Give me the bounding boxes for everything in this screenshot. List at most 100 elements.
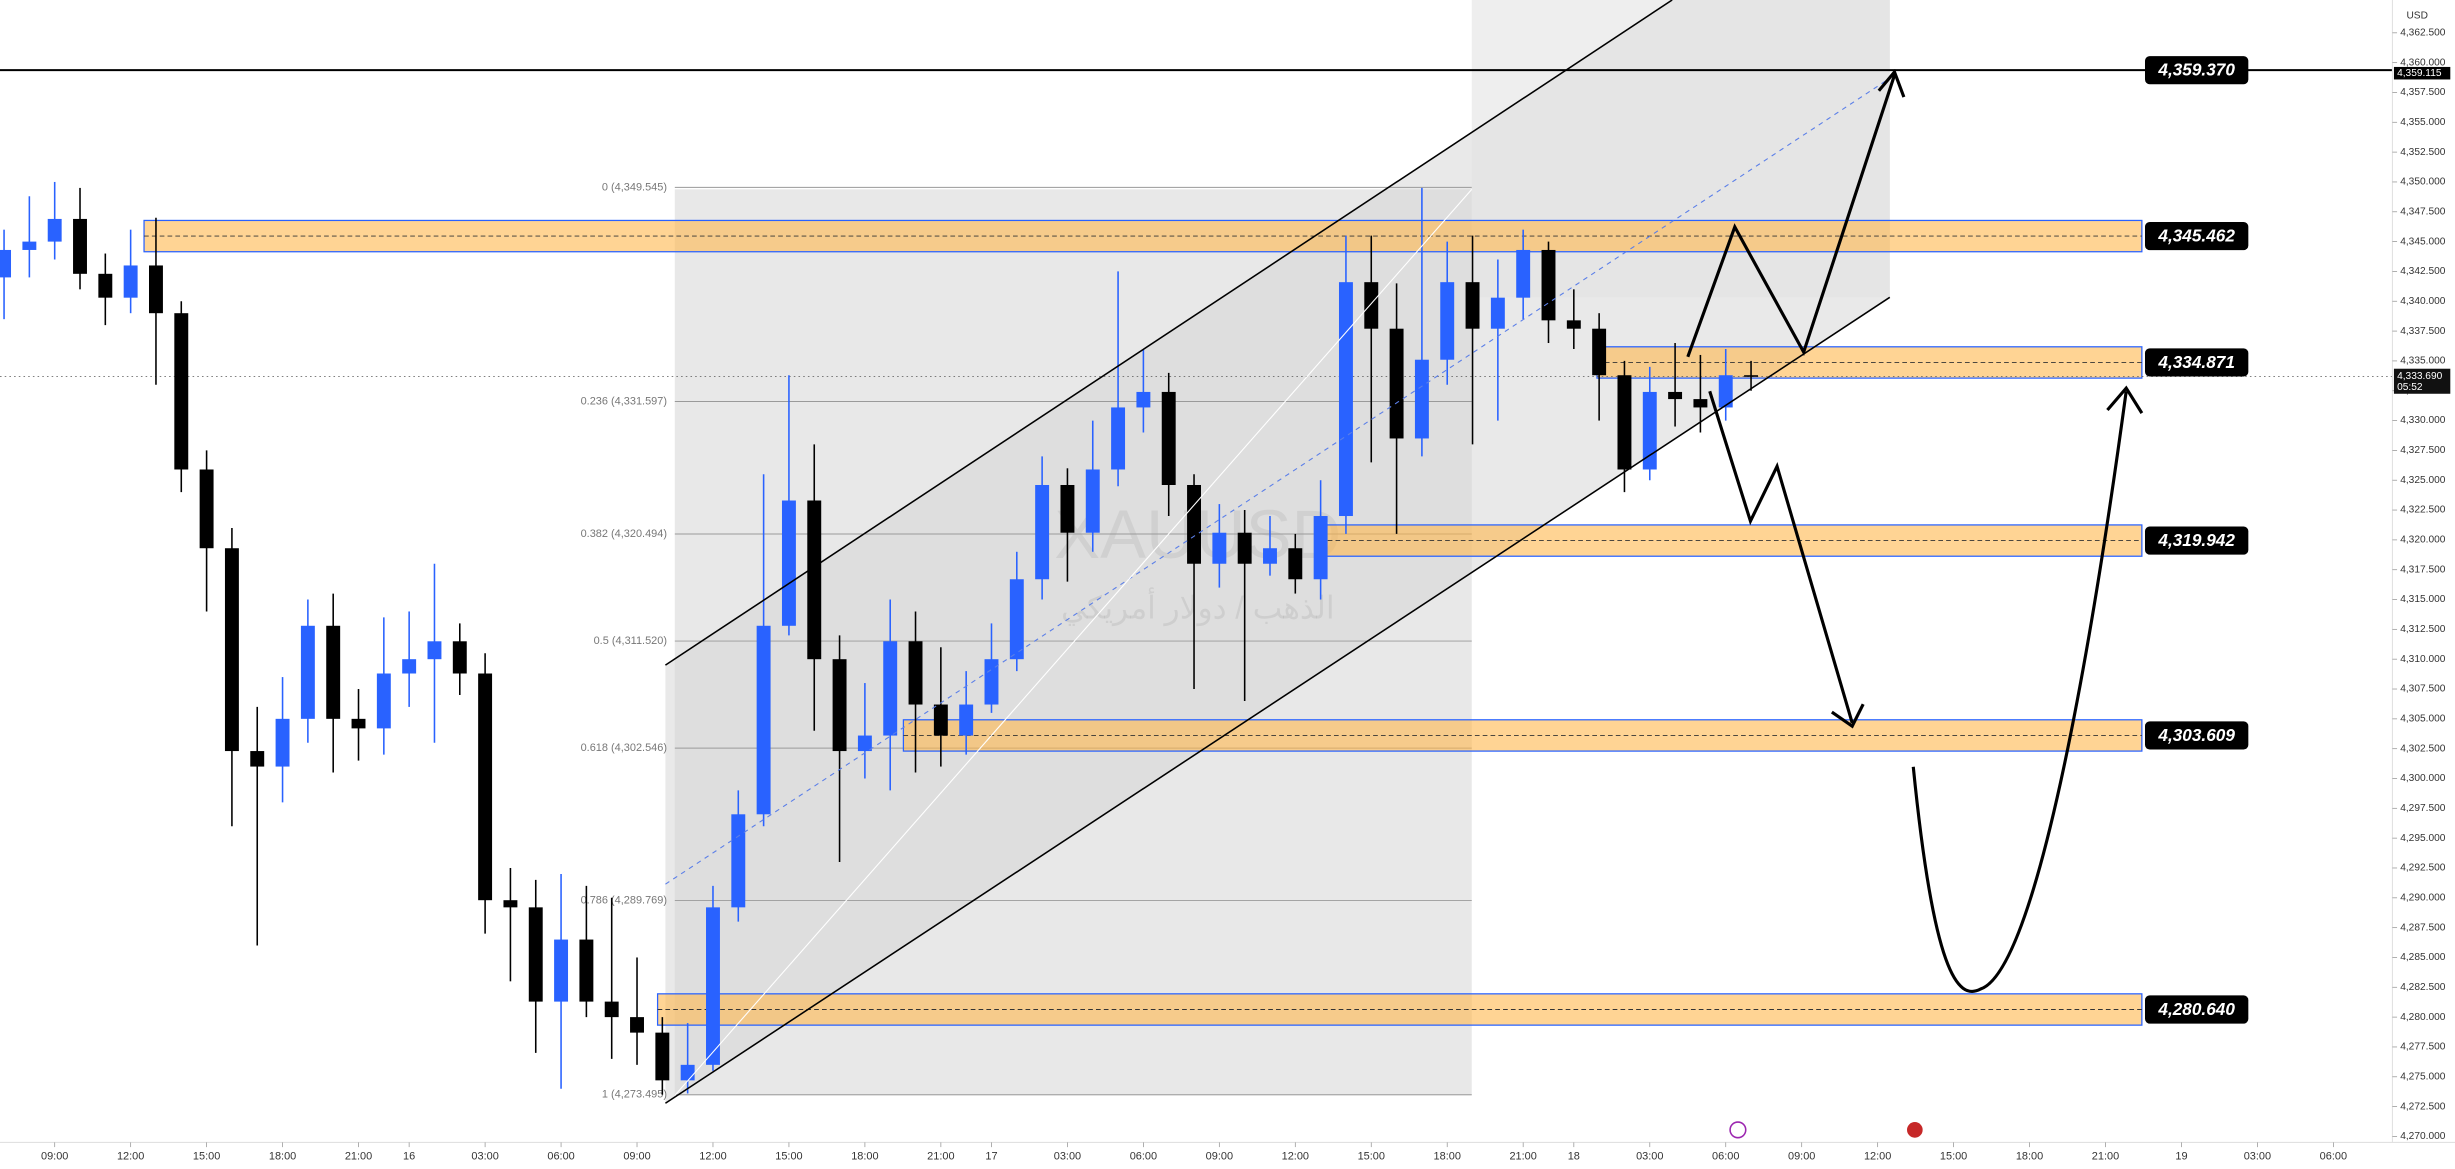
level-badge — [2144, 222, 2249, 251]
candle-body — [1187, 484, 1201, 564]
candle-body — [984, 659, 999, 705]
candle-body — [275, 718, 290, 767]
candle-body — [1566, 320, 1581, 329]
x-tick-label: 09:00 — [41, 1150, 68, 1162]
candle-body — [402, 659, 417, 674]
level-badge — [2144, 526, 2249, 555]
x-tick-label: 21:00 — [1509, 1150, 1536, 1162]
watermark-subtitle: الذهب / دولار أمريكي — [1061, 588, 1335, 627]
x-tick-label: 06:00 — [1712, 1150, 1739, 1162]
y-tick-label: 4,352.500 — [2400, 147, 2446, 158]
candle-body — [1642, 391, 1657, 470]
level-badge — [2144, 348, 2249, 377]
projection-shade — [1471, 0, 1890, 298]
x-tick-label: 16 — [403, 1150, 415, 1162]
candle-body — [1060, 484, 1075, 533]
y-tick-label: 4,362.500 — [2400, 27, 2446, 38]
x-tick-label: 15:00 — [1940, 1150, 1967, 1162]
candle-body — [47, 218, 62, 242]
zones — [0, 69, 2393, 1026]
candle-body — [1414, 359, 1429, 439]
y-tick-label: 4,305.000 — [2400, 714, 2446, 725]
candle-body — [1617, 375, 1632, 470]
x-tick-label: 18 — [1568, 1150, 1580, 1162]
candle-body — [376, 673, 391, 729]
level-label: 4,359.370 — [2157, 59, 2235, 79]
candle-body — [857, 735, 872, 752]
arrow-up — [1686, 74, 1896, 358]
x-tick-label: 18:00 — [269, 1150, 296, 1162]
candle-body — [1136, 391, 1151, 408]
candle-body — [1161, 391, 1176, 485]
arrowhead — [1830, 703, 1865, 729]
y-tick-label: 4,345.000 — [2400, 236, 2446, 247]
y-tick-label: 4,360.000 — [2400, 57, 2446, 68]
arrow-down — [1708, 390, 1854, 724]
candle-body — [1288, 548, 1303, 580]
level-badge — [2144, 721, 2249, 750]
y-tick-label: 4,322.500 — [2400, 505, 2446, 516]
y-tick-label: 4,347.500 — [2400, 206, 2446, 217]
x-tick-label: 12:00 — [1864, 1150, 1891, 1162]
y-tick-label: 4,277.500 — [2400, 1042, 2446, 1053]
x-tick-label: 18:00 — [851, 1150, 878, 1162]
level-label: 4,319.942 — [2157, 530, 2235, 550]
countdown: 05:52 — [2397, 382, 2423, 393]
candle-body — [1693, 399, 1708, 408]
y-tick-label: 4,310.000 — [2400, 654, 2446, 665]
candle-body — [1212, 532, 1227, 564]
candle-body — [883, 641, 898, 736]
y-tick-label: 4,280.000 — [2400, 1012, 2446, 1023]
candle-body — [781, 500, 796, 626]
candles — [0, 181, 1759, 1095]
axis-marker-badge — [2393, 66, 2451, 80]
level-label: 4,280.640 — [2157, 999, 2235, 1019]
event-icon — [1729, 1121, 1747, 1139]
y-tick-label: 4,290.000 — [2400, 892, 2446, 903]
candle-body — [554, 939, 569, 1002]
candle-body — [503, 900, 518, 908]
candle-body — [1085, 469, 1100, 533]
y-tick-label: 4,297.500 — [2400, 803, 2446, 814]
candle-body — [73, 218, 87, 274]
fib-label: 0.618 (4,302.546) — [581, 742, 667, 754]
y-tick-label: 4,317.500 — [2400, 564, 2446, 575]
x-tick-label: 21:00 — [927, 1150, 954, 1162]
candle-body — [250, 751, 265, 767]
candle-body — [427, 641, 442, 660]
channel-upper — [664, 0, 1673, 666]
candle-body — [300, 625, 315, 719]
candle-body — [326, 625, 341, 719]
candle-body — [706, 907, 720, 1065]
x-tick-label: 21:00 — [345, 1150, 372, 1162]
x-tick-label: 09:00 — [623, 1150, 650, 1162]
candle-body — [1111, 407, 1126, 470]
fib-label: 0 (4,349.545) — [602, 181, 667, 193]
y-tick-label: 4,307.500 — [2400, 684, 2446, 695]
candle-body — [1263, 548, 1277, 564]
y-tick-label: 4,342.500 — [2400, 266, 2446, 277]
candle-body — [579, 939, 594, 1002]
candle-body — [1313, 516, 1328, 580]
fib-label: 0.5 (4,311.520) — [594, 635, 667, 647]
y-tick-label: 4,287.500 — [2400, 922, 2446, 933]
candle-body — [933, 704, 948, 736]
x-tick-label: 03:00 — [1054, 1150, 1081, 1162]
level-badge — [2144, 995, 2249, 1024]
candle-body — [199, 469, 214, 549]
candle-body — [604, 1001, 619, 1018]
arrow-curve — [1911, 391, 2128, 993]
y-tick-label: 4,270.000 — [2400, 1131, 2446, 1142]
last-price-badge — [2393, 368, 2451, 394]
y-tick-label: 4,302.500 — [2400, 743, 2446, 754]
candle-body — [731, 814, 746, 908]
y-tick-label: 4,327.500 — [2400, 445, 2446, 456]
candle-body — [22, 241, 37, 250]
x-tick-label: 12:00 — [117, 1150, 144, 1162]
candle-body — [1490, 297, 1505, 329]
arrowhead — [1877, 68, 1906, 98]
y-tick-label: 4,292.500 — [2400, 863, 2446, 874]
x-tick-label: 06:00 — [547, 1150, 574, 1162]
currency: USD — [2406, 10, 2427, 21]
